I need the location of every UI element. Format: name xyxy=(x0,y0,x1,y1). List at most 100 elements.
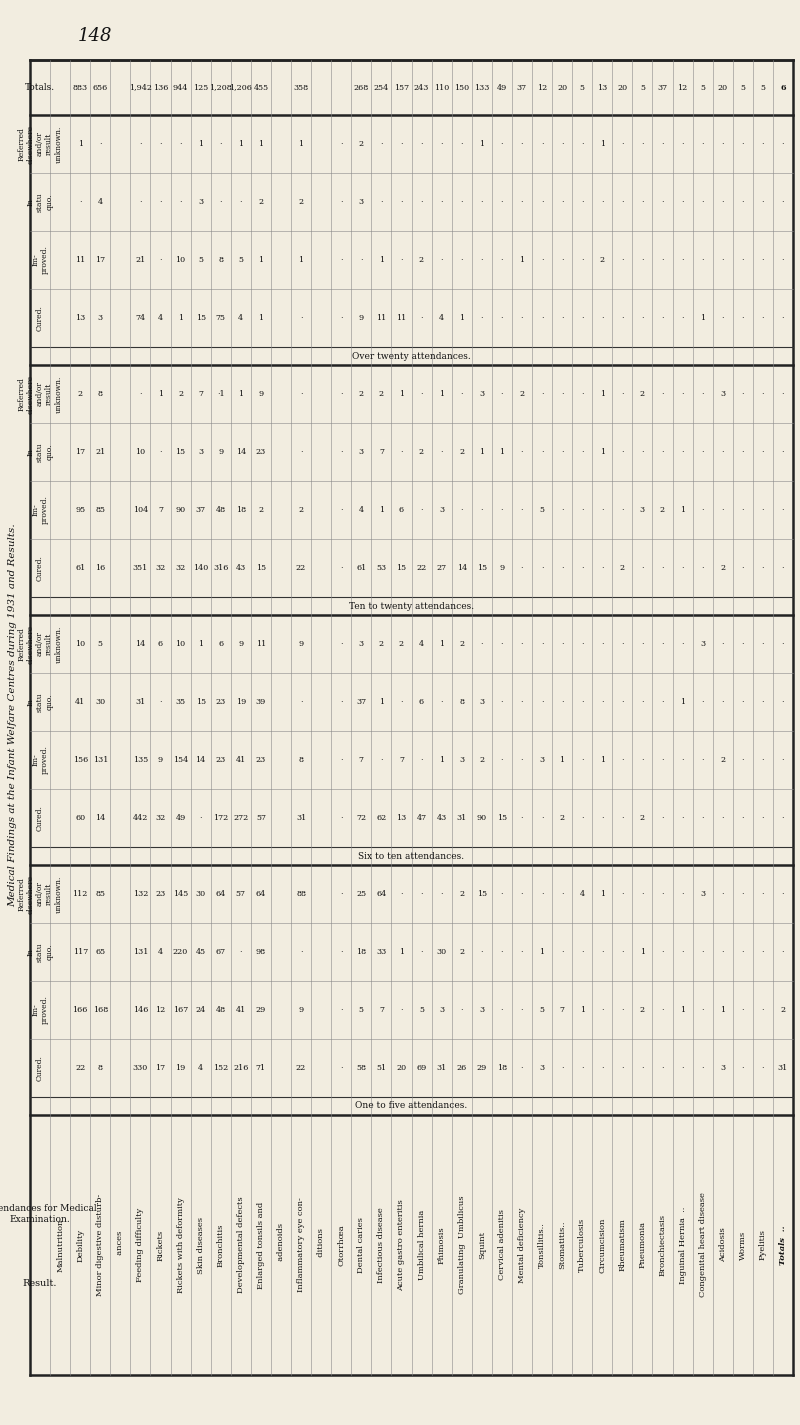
Text: ·: · xyxy=(179,140,182,148)
Text: 3: 3 xyxy=(439,506,444,514)
Text: ·: · xyxy=(601,640,603,648)
Text: ·: · xyxy=(541,314,543,322)
Text: 4: 4 xyxy=(358,506,364,514)
Text: Tuberculosis: Tuberculosis xyxy=(578,1218,586,1273)
Text: ·: · xyxy=(682,314,684,322)
Text: ·: · xyxy=(722,948,724,956)
Text: In
statu
quo.: In statu quo. xyxy=(27,442,54,462)
Text: 1: 1 xyxy=(479,140,484,148)
Text: 10: 10 xyxy=(75,640,86,648)
Text: ·: · xyxy=(340,814,342,822)
Text: ·: · xyxy=(581,640,583,648)
Text: ·: · xyxy=(561,314,563,322)
Text: 5: 5 xyxy=(198,256,203,264)
Text: 148: 148 xyxy=(78,27,113,46)
Text: ·: · xyxy=(340,140,342,148)
Text: ·: · xyxy=(521,948,523,956)
Text: 2: 2 xyxy=(298,506,304,514)
Text: ·: · xyxy=(501,198,503,207)
Text: ·: · xyxy=(300,390,302,398)
Text: ·: · xyxy=(742,198,744,207)
Text: ·: · xyxy=(682,640,684,648)
Text: 5: 5 xyxy=(640,84,645,91)
Text: 29: 29 xyxy=(477,1064,487,1072)
Text: 85: 85 xyxy=(95,506,106,514)
Text: 3: 3 xyxy=(479,698,484,705)
Text: 6: 6 xyxy=(158,640,163,648)
Text: ·: · xyxy=(501,506,503,514)
Text: ·: · xyxy=(501,314,503,322)
Text: 154: 154 xyxy=(173,757,188,764)
Text: 1: 1 xyxy=(298,140,304,148)
Text: ·: · xyxy=(380,198,382,207)
Text: ·: · xyxy=(762,314,764,322)
Text: ·: · xyxy=(340,640,342,648)
Text: ·: · xyxy=(702,757,704,764)
Text: 112: 112 xyxy=(73,891,88,898)
Text: ·: · xyxy=(702,564,704,571)
Text: Granulating  Umbilicus: Granulating Umbilicus xyxy=(458,1196,466,1294)
Text: ·: · xyxy=(400,198,402,207)
Text: ·: · xyxy=(742,447,744,456)
Text: 131: 131 xyxy=(133,948,148,956)
Text: ·: · xyxy=(742,640,744,648)
Text: ·: · xyxy=(662,757,664,764)
Text: Rickets: Rickets xyxy=(157,1230,165,1261)
Text: 3: 3 xyxy=(198,447,203,456)
Text: Congenital heart disease: Congenital heart disease xyxy=(698,1193,706,1297)
Text: In
statu
quo.: In statu quo. xyxy=(27,192,54,212)
Text: 2: 2 xyxy=(399,640,404,648)
Text: ·: · xyxy=(662,640,664,648)
Text: 37: 37 xyxy=(517,84,527,91)
Text: 5: 5 xyxy=(760,84,766,91)
Text: 25: 25 xyxy=(356,891,366,898)
Text: 31: 31 xyxy=(778,1064,788,1072)
Text: 358: 358 xyxy=(294,84,309,91)
Text: ·: · xyxy=(581,506,583,514)
Text: 330: 330 xyxy=(133,1064,148,1072)
Text: 1: 1 xyxy=(198,140,203,148)
Text: Inguinal Hernia  ..: Inguinal Hernia .. xyxy=(678,1207,686,1284)
Text: 1: 1 xyxy=(439,757,444,764)
Text: ·: · xyxy=(400,891,402,898)
Text: 1: 1 xyxy=(700,314,706,322)
Text: 20: 20 xyxy=(396,1064,406,1072)
Text: ·: · xyxy=(742,256,744,264)
Text: ·: · xyxy=(420,390,422,398)
Text: ·: · xyxy=(782,814,784,822)
Text: Bronchitis: Bronchitis xyxy=(217,1223,225,1267)
Text: 12: 12 xyxy=(537,84,547,91)
Text: 944: 944 xyxy=(173,84,188,91)
Text: ·: · xyxy=(340,1064,342,1072)
Text: 1: 1 xyxy=(78,140,82,148)
Text: 14: 14 xyxy=(95,814,106,822)
Text: ·: · xyxy=(420,891,422,898)
Text: 48: 48 xyxy=(216,1006,226,1015)
Text: Six to ten attendances.: Six to ten attendances. xyxy=(358,852,465,861)
Text: ·: · xyxy=(541,140,543,148)
Text: ·: · xyxy=(621,140,623,148)
Text: ·: · xyxy=(581,447,583,456)
Text: 41: 41 xyxy=(236,1006,246,1015)
Text: ·: · xyxy=(742,506,744,514)
Text: ·: · xyxy=(641,1064,644,1072)
Text: ·: · xyxy=(139,140,142,148)
Text: 4: 4 xyxy=(580,891,585,898)
Text: ·: · xyxy=(481,506,483,514)
Text: 85: 85 xyxy=(95,891,106,898)
Text: 3: 3 xyxy=(700,891,706,898)
Text: 1: 1 xyxy=(439,390,444,398)
Text: Acute gastro enteritis: Acute gastro enteritis xyxy=(398,1198,406,1291)
Text: 4: 4 xyxy=(158,948,163,956)
Text: Infectious disease: Infectious disease xyxy=(378,1207,386,1282)
Text: 18: 18 xyxy=(356,948,366,956)
Text: 9: 9 xyxy=(258,390,263,398)
Text: 442: 442 xyxy=(133,814,148,822)
Text: 2: 2 xyxy=(258,198,263,207)
Text: ·: · xyxy=(541,698,543,705)
Text: 32: 32 xyxy=(155,814,166,822)
Text: 21: 21 xyxy=(135,256,146,264)
Text: ·: · xyxy=(782,314,784,322)
Text: ·: · xyxy=(561,564,563,571)
Text: 2: 2 xyxy=(178,390,183,398)
